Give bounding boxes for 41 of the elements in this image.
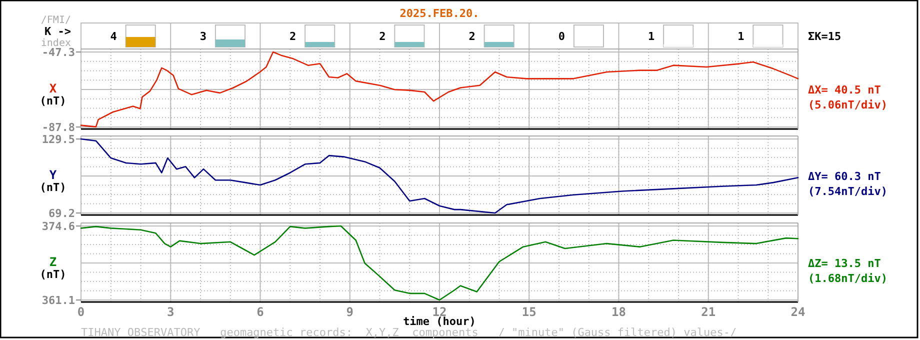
x-tick-label: 0 <box>77 305 85 319</box>
text: index <box>40 38 71 49</box>
y-axis-title: Z (nT) <box>40 255 66 281</box>
x-tick-label: 9 <box>346 305 354 319</box>
line-series <box>80 225 799 301</box>
data-label: 4 <box>110 30 118 43</box>
y-tick-label: -47.3 <box>42 46 75 59</box>
line-series <box>80 51 799 128</box>
x-tick-label: 15 <box>522 305 536 319</box>
y-axis-title: Y (nT) <box>40 168 66 194</box>
data-label: 3 <box>200 30 206 43</box>
data-label: 1 <box>648 30 655 43</box>
y-tick-label: 374.6 <box>42 220 76 233</box>
line-series <box>80 138 799 214</box>
text: ΔY= 60.3 nT <box>808 170 882 183</box>
text: 2025.FEB.20. <box>400 7 480 20</box>
text: ΣK=15 <box>808 30 842 43</box>
y-tick-label: 129.5 <box>42 133 75 146</box>
text: ΔX= 40.5 nT <box>808 84 882 96</box>
text: (7.54nT/div) <box>808 185 888 198</box>
y-tick-label: 361.1 <box>42 294 76 307</box>
data-label: 0 <box>558 30 565 43</box>
data-label: 2 <box>379 30 386 43</box>
data-label: 1 <box>738 30 745 43</box>
x-tick-label: 24 <box>790 305 806 319</box>
text: /FMI/ <box>40 15 71 26</box>
data-label: 2 <box>468 30 476 43</box>
text: TIHANY OBSERVATORY geomagnetic records: X,Y,Z components / "minute" (Gauss filtered) values-/ <box>81 326 737 339</box>
y-axis-title: X (nT) <box>40 82 66 108</box>
text: ΔZ= 13.5 nT <box>808 257 882 270</box>
data-label: 2 <box>289 30 296 43</box>
x-axis-title: time (hour) <box>403 315 476 328</box>
text: (1.68nT/div) <box>808 272 888 285</box>
x-tick-label: 21 <box>701 305 716 319</box>
x-tick-label: 18 <box>612 305 626 319</box>
text: K -> <box>44 25 72 38</box>
y-tick-label: -87.8 <box>42 121 75 134</box>
x-tick-label: 6 <box>256 305 264 319</box>
x-tick-label: 3 <box>167 305 174 319</box>
text: (5.06nT/div) <box>808 98 888 112</box>
y-tick-label: 69.2 <box>48 207 75 220</box>
